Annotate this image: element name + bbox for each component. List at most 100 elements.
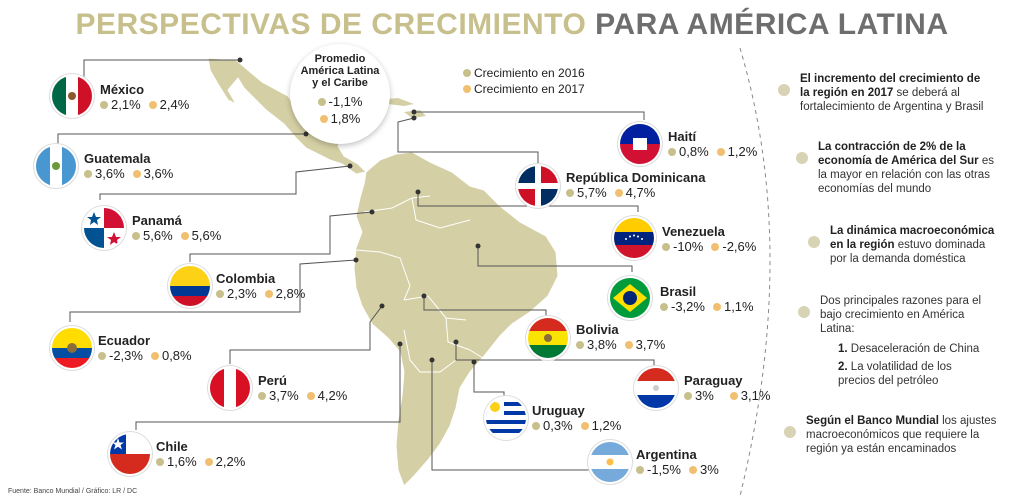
- country-name-bolivia: Bolivia: [576, 322, 619, 337]
- value-2017: -2,6%: [722, 239, 757, 254]
- dot-2016: [532, 421, 540, 430]
- map-border-4: [403, 295, 467, 321]
- flag-ecuador-icon: [52, 328, 92, 368]
- country-values-dominicana: 5,7% 4,7%: [566, 185, 655, 200]
- country-values-ecuador: -2,3% 0,8%: [98, 348, 192, 363]
- country-values-argentina: -1,5% 3%: [636, 462, 719, 477]
- regional-average-label: Promedio América Latina y el Caribe: [290, 53, 390, 89]
- leader-dot-colombia: [369, 209, 375, 215]
- legend: Crecimiento en 2016 Crecimiento en 2017: [463, 65, 585, 97]
- flag-venezuela-icon: [614, 218, 654, 258]
- value-2017: 4,7%: [625, 185, 656, 200]
- flag-uruguay-icon: [486, 398, 526, 438]
- flag-haiti-icon: [620, 124, 660, 164]
- country-values-mexico: 2,1% 2,4%: [100, 97, 189, 112]
- value-2017: 3,7%: [635, 337, 666, 352]
- dot-2016: [636, 465, 644, 474]
- note-bullet: [808, 236, 820, 248]
- avg-2017: 1,8%: [290, 110, 390, 127]
- value-2016: 5,6%: [143, 228, 173, 243]
- dot-2016: [317, 97, 326, 106]
- map-border-5: [445, 317, 471, 351]
- country-name-haiti: Haití: [668, 129, 697, 144]
- map-border-6: [403, 329, 457, 373]
- value-2016: 0,8%: [679, 144, 709, 159]
- value-2016: 3%: [695, 388, 714, 403]
- leader-dot-guatemala: [303, 131, 309, 137]
- leader-dot-dominicana: [411, 115, 417, 121]
- note-text: se deberá al fortalecimiento de Argentin…: [800, 87, 984, 113]
- value-2017: 1,2%: [591, 418, 622, 433]
- reason-1-text: Desaceleración de China: [850, 343, 980, 355]
- value-2017: 5,6%: [191, 228, 222, 243]
- reason-2-num: 2.: [838, 361, 848, 373]
- dot-2016: [660, 302, 668, 311]
- dot-2017: [132, 169, 141, 178]
- note-incremento: El incremento del crecimiento de la regi…: [778, 72, 990, 114]
- value-2016: 0,3%: [543, 418, 573, 433]
- flag-guatemala-icon: [36, 146, 76, 186]
- regional-average-bubble: Promedio América Latina y el Caribe -1,1…: [290, 44, 390, 144]
- country-values-venezuela: -10% -2,6%: [662, 239, 756, 254]
- flag-bolivia-icon: [528, 318, 568, 358]
- country-values-haiti: 0,8% 1,2%: [668, 144, 757, 159]
- note-bullet: [778, 84, 790, 96]
- flag-dominicana-icon: [518, 166, 558, 206]
- dot-2017: [264, 289, 273, 298]
- dot-2017: [688, 465, 697, 474]
- country-name-guatemala: Guatemala: [84, 151, 151, 166]
- title-accent: PERSPECTIVAS DE CRECIMIENTO: [75, 8, 587, 41]
- flag-colombia-icon: [170, 266, 210, 306]
- leader-dot-bolivia: [421, 293, 427, 299]
- country-name-mexico: México: [100, 82, 145, 97]
- dot-2017: [712, 302, 721, 311]
- dot-2017: [306, 391, 315, 400]
- country-values-bolivia: 3,8% 3,7%: [576, 337, 665, 352]
- note-bold: La dinámica macroeconómica en la región: [830, 225, 995, 251]
- value-2017: 3,1%: [740, 388, 771, 403]
- leader-dot-panama: [347, 163, 353, 169]
- value-2017: 2,8%: [275, 286, 306, 301]
- dot-2016: [84, 169, 92, 178]
- dot-2017: [729, 391, 738, 400]
- dot-2017: [624, 340, 633, 349]
- country-name-dominicana: República Dominicana: [566, 170, 706, 185]
- avg-label-3: y el Caribe: [312, 77, 368, 89]
- dot-2017: [180, 231, 189, 240]
- dot-2017: [150, 351, 159, 360]
- legend-2016-label: Crecimiento en 2016: [474, 66, 585, 80]
- value-2016: 3,6%: [95, 166, 125, 181]
- title-main: PARA AMÉRICA LATINA: [595, 8, 949, 41]
- country-name-uruguay: Uruguay: [532, 403, 585, 418]
- note-text: los ajustes macroeconómicos que requiere…: [806, 415, 997, 455]
- value-2016: 5,7%: [577, 185, 607, 200]
- leader-dot-uruguay: [471, 359, 477, 365]
- flag-chile-icon: [110, 434, 150, 474]
- note-bullet: [798, 306, 810, 318]
- dot-2017: [204, 457, 213, 466]
- leader-brasil: [477, 246, 633, 272]
- leader-dot-venezuela: [415, 189, 421, 195]
- dot-2016: [100, 100, 108, 109]
- dot-2016: [662, 242, 670, 251]
- country-values-brasil: -3,2% 1,1%: [660, 299, 754, 314]
- flag-panama-icon: [84, 208, 124, 248]
- flag-argentina-icon: [590, 442, 630, 482]
- leader-dot-ecuador: [353, 257, 359, 263]
- value-2016: -1,5%: [647, 462, 681, 477]
- country-values-panama: 5,6% 5,6%: [132, 228, 221, 243]
- leader-mexico: [83, 59, 240, 80]
- leader-dot-mexico: [237, 57, 243, 63]
- dot-2017: [716, 147, 725, 156]
- note-text: estuvo dominada por la demanda doméstica: [830, 239, 986, 265]
- country-name-argentina: Argentina: [636, 447, 697, 462]
- avg-2016-value: -1,1%: [328, 94, 363, 109]
- note-text: Dos principales razones para el bajo cre…: [820, 295, 982, 335]
- avg-2016: -1,1%: [290, 93, 390, 110]
- reason-1-num: 1.: [838, 343, 848, 355]
- leader-ecuador: [69, 259, 357, 322]
- flag-paraguay-icon: [636, 368, 676, 408]
- leader-haiti: [414, 111, 645, 120]
- note-dinamica: La dinámica macroeconómica en la región …: [808, 224, 1000, 266]
